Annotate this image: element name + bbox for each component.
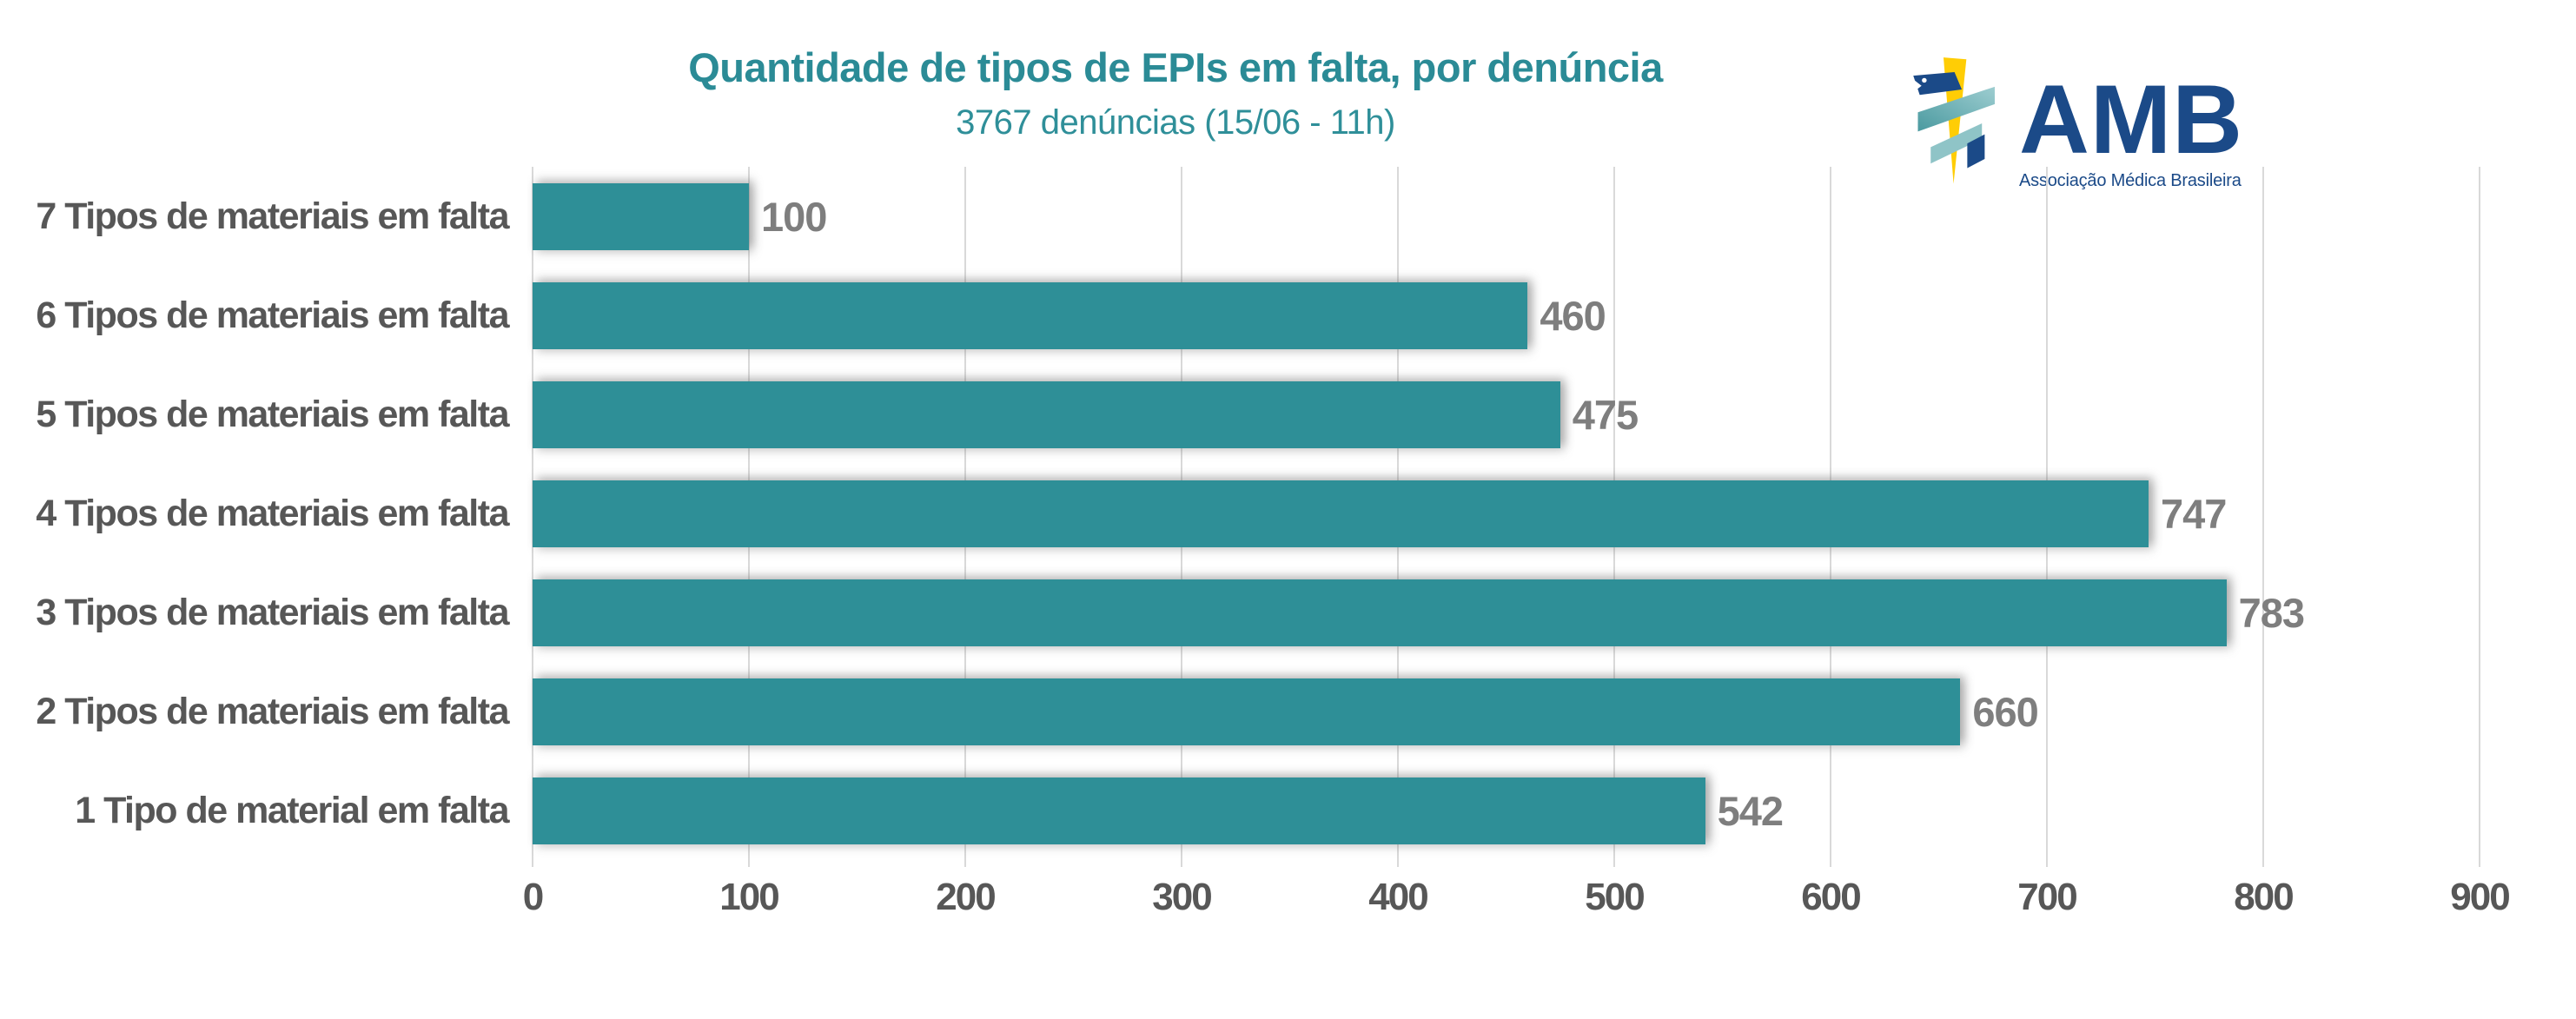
category-label: 2 Tipos de materiais em falta xyxy=(36,690,509,732)
bar-value-label: 100 xyxy=(761,193,827,240)
plot-area: 100 460 475 747 783 660 542 xyxy=(532,167,2480,867)
logo-tagline: Associação Médica Brasileira xyxy=(2019,171,2242,191)
x-axis-tick-label: 700 xyxy=(2017,876,2077,918)
bar-value-label: 783 xyxy=(2238,589,2305,636)
bar-row: 783 xyxy=(533,563,2480,662)
chart-title: Quantidade de tipos de EPIs em falta, po… xyxy=(688,44,1663,90)
x-axis-tick-label: 300 xyxy=(1152,876,1212,918)
chart-header: Quantidade de tipos de EPIs em falta, po… xyxy=(533,43,1818,142)
gridline xyxy=(2479,167,2480,867)
amb-logo: AMB Associação Médica Brasileira xyxy=(1910,56,2243,193)
x-axis-tick-label: 0 xyxy=(522,876,545,918)
x-axis-tick-label: 100 xyxy=(719,876,779,918)
bar-row: 660 xyxy=(533,662,2480,761)
bar-row: 460 xyxy=(533,266,2480,365)
x-axis: 0 100 200 300 400 500 600 700 800 900 xyxy=(523,876,2511,936)
x-axis-tick-label: 400 xyxy=(1368,876,1428,918)
bar[interactable] xyxy=(533,579,2227,646)
bar[interactable] xyxy=(533,480,2149,547)
bar-value-label: 475 xyxy=(1572,391,1639,438)
x-axis-tick-label: 200 xyxy=(936,876,996,918)
bar-row: 100 xyxy=(533,167,2480,266)
x-axis-tick-label: 600 xyxy=(1801,876,1861,918)
category-label: 3 Tipos de materiais em falta xyxy=(36,591,509,633)
chart-subtitle: 3767 denúncias (15/06 - 11h) xyxy=(956,103,1395,142)
bar-value-label: 660 xyxy=(1972,688,2038,735)
bar-value-label: 460 xyxy=(1540,292,1606,339)
bar-row: 475 xyxy=(533,365,2480,464)
bar-value-label: 747 xyxy=(2161,490,2227,537)
category-label: 7 Tipos de materiais em falta xyxy=(36,195,509,237)
bar-row: 747 xyxy=(533,464,2480,563)
bar[interactable] xyxy=(533,777,1705,844)
category-label: 4 Tipos de materiais em falta xyxy=(36,492,509,534)
bar[interactable] xyxy=(533,380,1560,448)
x-axis-tick-label: 800 xyxy=(2234,876,2294,918)
x-axis-tick-label: 500 xyxy=(1585,876,1645,918)
logo-acronym: AMB xyxy=(2019,65,2244,174)
gridline xyxy=(2261,167,2264,867)
bar[interactable] xyxy=(533,678,1961,745)
bar-rows: 100 460 475 747 783 660 542 xyxy=(533,167,2480,860)
category-label: 6 Tipos de materiais em falta xyxy=(36,294,509,336)
bar-value-label: 542 xyxy=(1717,787,1784,834)
bar[interactable] xyxy=(533,281,1528,349)
category-labels: 7 Tipos de materiais em falta 6 Tipos de … xyxy=(17,167,509,860)
caduceus-icon xyxy=(1913,57,1995,184)
x-axis-tick-label: 900 xyxy=(2450,876,2510,918)
logo-text: AMB Associação Médica Brasileira xyxy=(2019,65,2244,191)
bar-row: 542 xyxy=(533,761,2480,860)
bar[interactable] xyxy=(533,182,749,250)
category-label: 5 Tipos de materiais em falta xyxy=(36,393,509,435)
category-label: 1 Tipo de material em falta xyxy=(75,789,509,831)
